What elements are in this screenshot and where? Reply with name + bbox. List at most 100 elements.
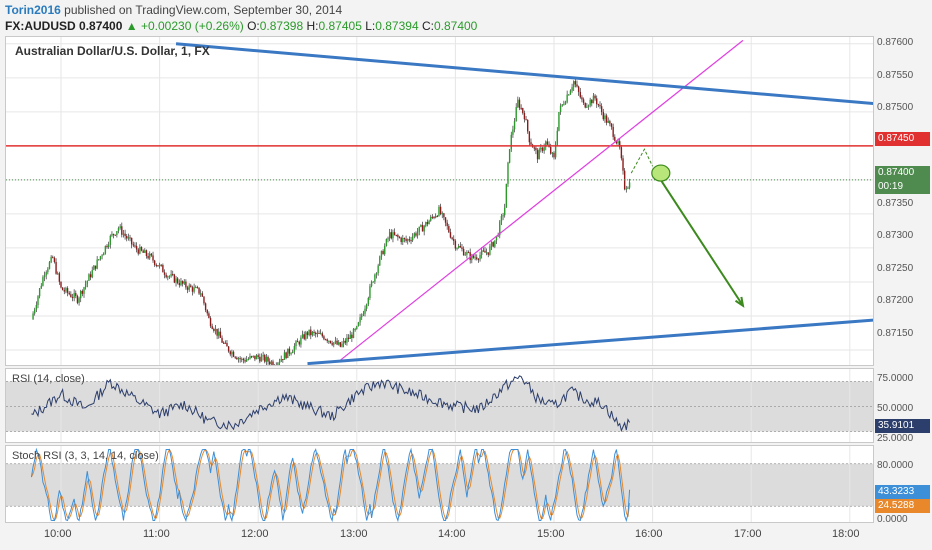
candle-body xyxy=(277,362,279,365)
candle-body xyxy=(507,162,509,184)
candle-body xyxy=(301,334,304,338)
candle-body xyxy=(76,295,79,303)
candle-body xyxy=(218,331,220,336)
candle-body xyxy=(581,97,583,100)
candle-body xyxy=(52,256,54,258)
candle-body xyxy=(211,326,213,329)
candle-body xyxy=(214,328,217,331)
candle-body xyxy=(98,259,100,261)
candle-body xyxy=(619,141,621,148)
stoch-rsi-chart[interactable] xyxy=(6,446,874,523)
candle-body xyxy=(195,287,197,289)
candle-body xyxy=(476,257,478,260)
candle-body xyxy=(375,273,378,275)
candle-body xyxy=(372,281,374,283)
candle-body xyxy=(504,207,506,216)
candle-body xyxy=(512,129,514,135)
candle-body xyxy=(563,104,565,106)
candle-body xyxy=(114,234,116,236)
author-link[interactable]: Torin2016 xyxy=(5,3,61,17)
fan-line xyxy=(339,39,744,361)
candle-body xyxy=(89,274,92,278)
candle-body xyxy=(241,358,243,360)
candle-body xyxy=(191,287,194,292)
candle-body xyxy=(571,87,573,91)
candle-body xyxy=(310,329,312,336)
candle-body xyxy=(535,147,537,151)
price-tick: 0.87150 xyxy=(877,328,914,339)
rsi-chart[interactable] xyxy=(6,369,874,443)
candle-body xyxy=(47,268,49,273)
candle-body xyxy=(351,334,353,338)
candle-body xyxy=(596,98,598,105)
candle-body xyxy=(318,332,320,334)
ohlc-line: FX:AUDUSD 0.87400 ▲ +0.00230 (+0.26%) O:… xyxy=(5,19,477,33)
open-label: O: xyxy=(247,19,260,33)
candle-body xyxy=(122,233,125,235)
candle-body xyxy=(245,359,248,362)
candle-body xyxy=(170,274,172,277)
candle-body xyxy=(257,355,259,357)
candle-body xyxy=(130,237,133,245)
time-tick: 17:00 xyxy=(734,528,762,540)
price-chart[interactable] xyxy=(6,37,874,366)
high-value: 0.87405 xyxy=(318,19,362,33)
candle-body xyxy=(157,265,159,267)
price-pane[interactable]: Australian Dollar/U.S. Dollar, 1, FX xyxy=(5,36,874,366)
candle-body xyxy=(175,278,177,283)
candle-body xyxy=(505,183,508,208)
candle-body xyxy=(592,95,595,104)
candle-body xyxy=(199,293,202,295)
candle-body xyxy=(418,226,420,232)
candle-body xyxy=(126,236,128,239)
candle-body xyxy=(185,281,187,288)
candle-body xyxy=(109,235,111,245)
close-value: 0.87400 xyxy=(433,19,478,33)
candle-body xyxy=(392,232,394,239)
last-price-tag: 0.87400 xyxy=(875,166,930,180)
candle-body xyxy=(287,348,289,359)
candle-body xyxy=(508,149,511,163)
candle-body xyxy=(538,149,540,160)
candle-body xyxy=(334,340,337,343)
rsi-tick: 75.0000 xyxy=(877,373,914,384)
candle-body xyxy=(124,233,126,237)
candle-body xyxy=(280,359,282,362)
candle-body xyxy=(61,287,64,291)
close-label: C: xyxy=(421,19,434,33)
time-tick: 13:00 xyxy=(340,528,368,540)
candle-body xyxy=(71,297,74,299)
candle-body xyxy=(80,290,82,299)
candle-body xyxy=(479,254,481,260)
candle-body xyxy=(196,287,199,289)
rsi-tick: 50.0000 xyxy=(877,403,914,414)
rsi-pane[interactable]: RSI (14, close) xyxy=(5,368,874,443)
candle-body xyxy=(357,322,360,327)
time-tick: 11:00 xyxy=(143,528,170,540)
candle-body xyxy=(269,361,271,365)
candle-body xyxy=(403,238,406,240)
candle-body xyxy=(152,255,154,261)
candle-body xyxy=(292,351,294,354)
candle-body xyxy=(390,232,393,239)
stoch-d-line xyxy=(30,448,631,522)
time-tick: 16:00 xyxy=(635,528,663,540)
candle-body xyxy=(84,284,87,288)
candle-body xyxy=(144,250,146,253)
candle-body xyxy=(426,222,429,225)
upper-trendline xyxy=(175,42,873,106)
candle-body xyxy=(265,356,268,362)
candle-body xyxy=(425,222,427,227)
candle-body xyxy=(523,112,526,120)
candle-body xyxy=(209,318,212,327)
candle-body xyxy=(398,237,401,239)
candle-body xyxy=(370,281,373,287)
candle-body xyxy=(423,226,425,232)
candle-body xyxy=(591,99,593,104)
candle-body xyxy=(229,351,231,355)
candle-body xyxy=(361,315,363,318)
candle-body xyxy=(165,274,167,278)
candle-body xyxy=(208,313,210,319)
candle-body xyxy=(421,225,424,232)
stoch-pane[interactable]: Stoch RSI (3, 3, 14, 14, close) xyxy=(5,445,874,523)
